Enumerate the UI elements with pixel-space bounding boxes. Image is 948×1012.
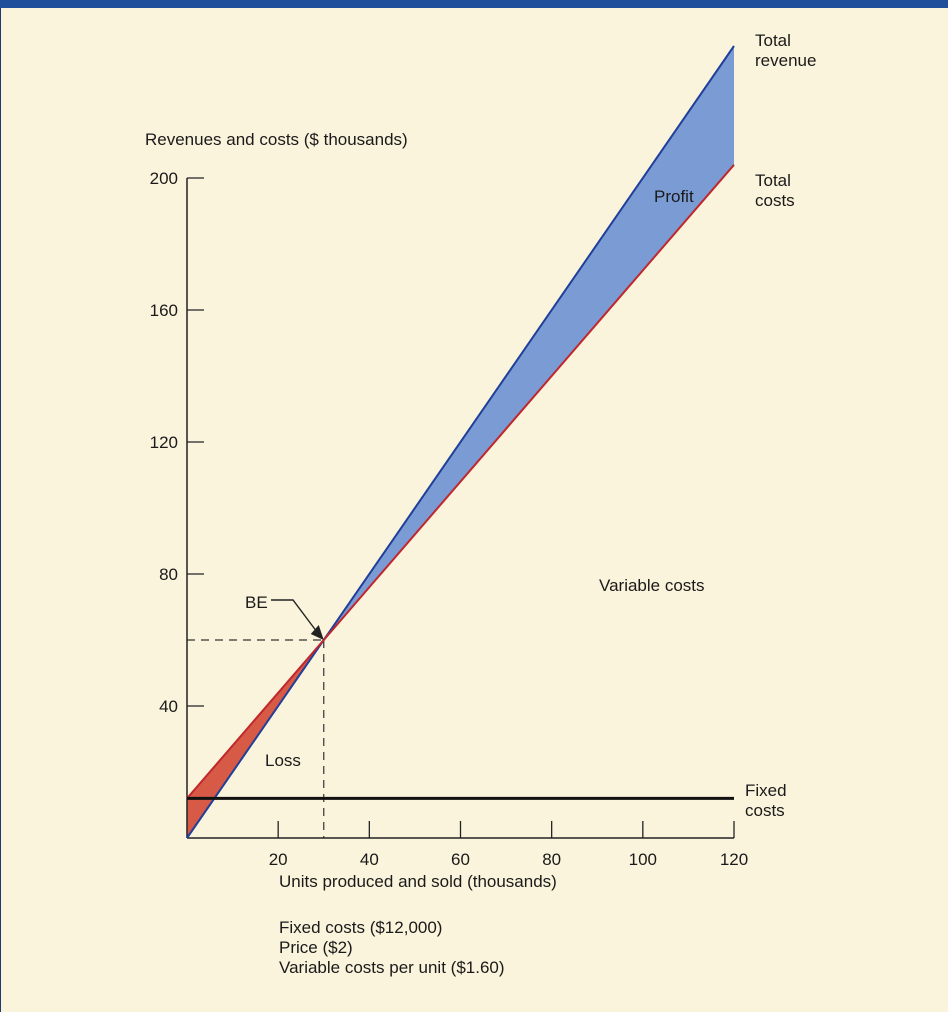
total-revenue-label-line: revenue (755, 51, 816, 70)
note-variable-cost: Variable costs per unit ($1.60) (279, 958, 505, 977)
variable-costs-label: Variable costs (599, 576, 705, 595)
x-tick-label: 120 (720, 850, 748, 869)
y-axis-label: Revenues and costs ($ thousands) (145, 130, 408, 149)
x-tick-label: 20 (269, 850, 288, 869)
break-even-label: BE (245, 593, 268, 612)
total-revenue-line (186, 45, 735, 839)
assumption-notes: Fixed costs ($12,000) Price ($2) Variabl… (279, 918, 505, 978)
profit-label: Profit (654, 187, 694, 206)
loss-label: Loss (265, 751, 301, 770)
top-border-bar (0, 0, 948, 8)
note-fixed-costs: Fixed costs ($12,000) (279, 918, 443, 937)
axis-ticks: 40 80 120 160 200 20 40 60 80 100 120 (150, 169, 749, 869)
guide-lines (187, 639, 325, 838)
note-price: Price ($2) (279, 938, 353, 957)
chart-panel: 40 80 120 160 200 20 40 60 80 100 120 Total revenue… (0, 8, 948, 1012)
fixed-costs-label: Fixed costs (745, 781, 787, 820)
x-tick-label: 40 (360, 850, 379, 869)
total-revenue-label-line: Total (755, 31, 791, 50)
fixed-costs-label-line: costs (745, 801, 785, 820)
x-tick-label: 60 (451, 850, 470, 869)
total-revenue-label: Total revenue (755, 31, 816, 70)
y-tick-label: 40 (159, 697, 178, 716)
x-axis-label: Units produced and sold (thousands) (279, 872, 557, 891)
y-tick-label: 160 (150, 301, 178, 320)
y-tick-label: 200 (150, 169, 178, 188)
total-costs-label-line: costs (755, 191, 795, 210)
axes (186, 178, 734, 839)
x-tick-label: 100 (629, 850, 657, 869)
total-costs-label-line: Total (755, 171, 791, 190)
y-tick-label: 120 (150, 433, 178, 452)
break-even-arrowhead (310, 625, 324, 640)
x-tick-label: 80 (542, 850, 561, 869)
break-even-arrow (271, 599, 319, 634)
chart-labels: Revenues and costs ($ thousands) Units p… (145, 130, 705, 891)
y-tick-label: 80 (159, 565, 178, 584)
fixed-costs-label-line: Fixed (745, 781, 787, 800)
total-costs-label: Total costs (755, 171, 795, 210)
total-costs-line (186, 164, 735, 800)
